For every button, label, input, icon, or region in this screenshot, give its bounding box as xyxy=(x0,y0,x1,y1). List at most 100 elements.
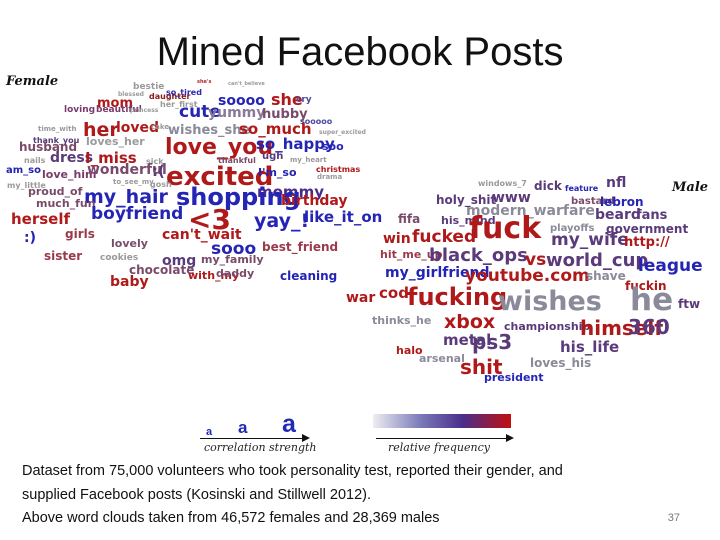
female-cloud-word: <3 xyxy=(188,203,231,236)
female-cloud-word: soo xyxy=(322,140,344,153)
male-cloud-word: my_girlfriend xyxy=(385,265,490,281)
female-cloud-word: princess xyxy=(130,107,159,114)
female-cloud-word: yummy xyxy=(208,105,266,121)
male-cloud-word: arsenal xyxy=(419,352,465,365)
female-cloud-word: love_you xyxy=(165,135,274,160)
female-cloud-word: christmas xyxy=(316,165,361,174)
female-cloud-word: soooo xyxy=(218,93,265,109)
male-cloud-word: fucked xyxy=(412,227,477,247)
female-cloud-word: sick xyxy=(146,157,164,166)
male-cloud-word: playoffs xyxy=(550,223,595,234)
female-cloud-word: best_friend xyxy=(262,240,339,254)
female-cloud-word: daughter xyxy=(149,92,191,101)
female-cloud-word: baby xyxy=(110,274,149,290)
female-cloud-word: dress xyxy=(50,150,94,166)
male-cloud-word: fans xyxy=(636,208,668,223)
female-cloud-word: she's xyxy=(197,79,212,85)
female-cloud-word: omg xyxy=(162,253,197,269)
male-cloud-word: war xyxy=(346,290,376,306)
female-cloud-word: bestie xyxy=(133,82,165,92)
female-cloud-word: chocolate xyxy=(129,263,195,277)
female-cloud-word: cry xyxy=(296,95,312,105)
male-cloud-word: ftw xyxy=(678,297,701,311)
female-cloud-word: yay_! xyxy=(254,210,310,232)
female-cloud-word: much_fun xyxy=(36,197,96,210)
female-cloud-word: time_with xyxy=(38,125,77,133)
male-cloud-word: my_wife xyxy=(551,230,629,250)
male-cloud-word: his_life xyxy=(560,338,620,356)
female-cloud-word: I'm_so xyxy=(258,166,297,179)
female-cloud-word: wonderful xyxy=(87,162,167,178)
frequency-arrowhead xyxy=(506,434,514,442)
female-word-cloud: bestie she's can't_believe blessed daughter s… xyxy=(6,79,383,290)
male-cloud-word: world_cup xyxy=(546,250,649,271)
male-cloud-word: hit_me_up xyxy=(380,248,443,261)
male-cloud-word: himself xyxy=(580,316,663,340)
male-cloud-word: he xyxy=(630,282,674,318)
female-cloud-word: can't_wait xyxy=(162,227,242,243)
female-cloud-word: lovely xyxy=(111,237,148,250)
female-cloud-word: super_excited xyxy=(319,129,366,136)
male-cloud-word: wishes xyxy=(498,286,602,317)
female-cloud-word: excited xyxy=(166,162,274,192)
female-cloud-word: mom xyxy=(97,96,134,111)
female-cloud-word: cake xyxy=(151,123,170,131)
male-cloud-word: beard xyxy=(595,207,641,223)
legend-correlation-small: a xyxy=(206,426,213,438)
female-cloud-word: with_my xyxy=(188,269,240,282)
caption-line-1: Dataset from 75,000 volunteers who took … xyxy=(22,463,563,479)
male-cloud-word: holy_shit xyxy=(436,193,497,207)
male-cloud-word: win xyxy=(383,231,411,247)
female-cloud-word: ugh xyxy=(262,151,284,162)
female-cloud-word: so_tired xyxy=(166,88,202,97)
male-cloud-word: shave xyxy=(586,269,626,283)
relative-frequency-caption: relative frequency xyxy=(388,441,490,454)
male-cloud-word: government xyxy=(606,222,689,236)
male-cloud-word: vs xyxy=(525,250,547,270)
male-cloud-word: 360 xyxy=(628,315,670,339)
female-cloud-word: like_it_on xyxy=(304,208,383,226)
female-cloud-word: so_much xyxy=(239,120,312,138)
caption-line-3: Above word clouds taken from 46,572 fema… xyxy=(22,510,440,526)
male-cloud-word: his_mind xyxy=(441,214,496,227)
correlation-strength-caption: correlation strength xyxy=(204,441,317,454)
male-cloud-word: halo xyxy=(396,344,423,357)
male-cloud-word: loves_his xyxy=(530,356,592,370)
female-cloud-word: boyfriend xyxy=(91,204,184,224)
male-cloud-word: fuck xyxy=(469,211,542,246)
male-cloud-label: Male xyxy=(672,180,709,195)
female-cloud-word: thank_you xyxy=(33,136,80,145)
female-cloud-word: daddy xyxy=(216,267,255,280)
female-cloud-word: wishes_she xyxy=(168,123,251,138)
male-cloud-word: xbox xyxy=(444,311,496,333)
male-cloud-word: http:// xyxy=(624,235,670,250)
female-cloud-word: to_see_my xyxy=(113,178,154,186)
male-cloud-word: fucking xyxy=(407,283,508,311)
female-cloud-word: blessed xyxy=(118,91,144,98)
female-cloud-word: shopping xyxy=(176,183,301,211)
female-cloud-word: sooooo xyxy=(300,117,333,126)
male-cloud-word: black_ops xyxy=(429,245,528,266)
female-cloud-word: cute xyxy=(179,102,221,122)
female-cloud-word: proud_of xyxy=(28,185,83,198)
female-cloud-word: gosh xyxy=(150,180,172,189)
female-cloud-word: herself xyxy=(11,210,71,228)
male-cloud-word: fifa xyxy=(398,212,421,226)
legend-correlation-medium: a xyxy=(238,418,248,437)
page-number: 37 xyxy=(667,512,680,524)
female-cloud-word: nails xyxy=(24,156,46,165)
female-cloud-word: love_him xyxy=(42,168,97,181)
male-cloud-word: cod xyxy=(379,284,409,302)
female-cloud-word: so_happy xyxy=(256,135,335,153)
female-cloud-word: husband xyxy=(19,140,78,154)
female-cloud-word: sister xyxy=(44,249,83,263)
male-cloud-word: modern_warfare xyxy=(466,203,595,219)
frequency-arrow-line xyxy=(376,438,508,439)
male-cloud-word: metal xyxy=(443,331,492,349)
male-cloud-word: www xyxy=(492,190,531,206)
male-word-cloud: windows_7 dick feature nfl holy_shit www basta… xyxy=(346,176,703,383)
female-cloud-word: cleaning xyxy=(280,269,338,283)
female-cloud-word: drama xyxy=(317,173,343,181)
male-cloud-word: dick xyxy=(534,179,562,193)
male-cloud-word: bastard xyxy=(571,196,615,207)
